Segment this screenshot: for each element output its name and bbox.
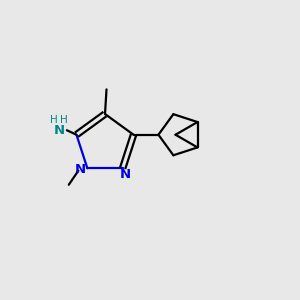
Text: N: N (120, 168, 131, 182)
Text: H: H (50, 115, 58, 125)
Text: H: H (60, 115, 68, 125)
Text: N: N (54, 124, 65, 137)
Text: N: N (75, 163, 86, 176)
